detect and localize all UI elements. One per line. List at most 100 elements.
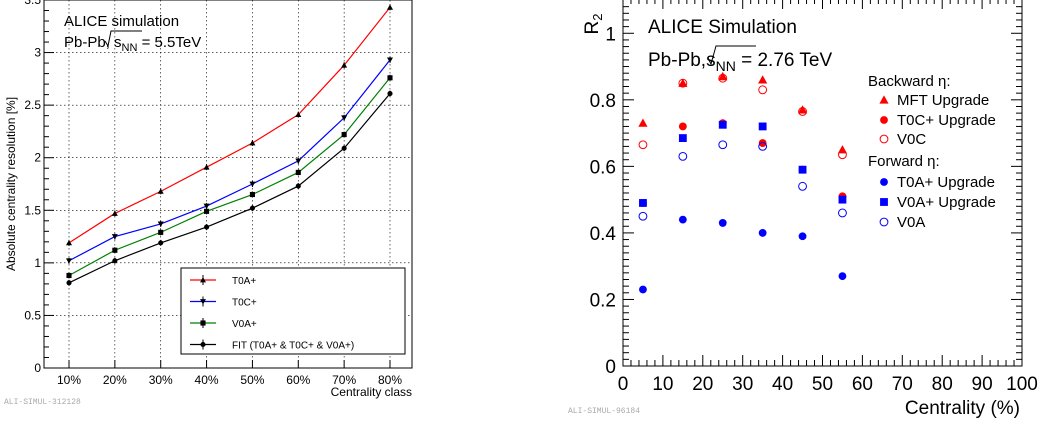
left-subtitle-sqrt-symbol: s — [114, 34, 122, 51]
right-data-point — [797, 105, 808, 114]
right-data-point — [758, 139, 767, 147]
right-data-point — [639, 199, 647, 207]
right-legend-marker — [880, 178, 888, 186]
left-data-point — [249, 205, 255, 211]
right-legend-label: T0C+ Upgrade — [897, 112, 996, 129]
right-data-point — [678, 78, 688, 87]
left-y-tick-label: 0 — [34, 361, 41, 375]
right-data-point — [678, 134, 687, 142]
right-y-tick-label: 0 — [605, 357, 616, 378]
right-data-point — [838, 208, 847, 218]
right-x-tick-label: 30 — [732, 374, 753, 395]
left-legend-label: FIT (T0A+ & T0C+ & V0A+) — [232, 341, 354, 352]
left-plot-frame — [43, 0, 413, 369]
right-data-point — [758, 228, 767, 237]
left-data-point — [66, 239, 72, 246]
left-data-point — [341, 62, 348, 68]
right-data-point — [678, 78, 688, 88]
left-series-line — [68, 77, 391, 276]
left-data-point — [112, 258, 118, 264]
right-data-point — [718, 120, 727, 129]
right-y-tick-label: 0.8 — [590, 91, 616, 112]
left-data-point — [295, 158, 302, 164]
left-data-point — [111, 234, 118, 240]
left-data-point — [66, 280, 72, 286]
left-y-tick-label: 0.5 — [24, 308, 41, 322]
right-data-point — [758, 141, 768, 151]
right-data-point — [718, 219, 727, 227]
right-data-point — [718, 73, 728, 83]
left-legend-marker — [200, 299, 206, 305]
left-data-point — [387, 57, 393, 63]
right-y-axis-label-main: R — [582, 21, 603, 35]
left-data-point — [387, 75, 393, 81]
left-data-point — [204, 208, 210, 214]
right-subtitle-prefix: Pb-Pb, — [648, 50, 706, 71]
right-y-tick-label: 0.6 — [590, 157, 616, 178]
left-y-tick-label: 2.5 — [24, 98, 41, 112]
left-y-tick-label: 1 — [34, 256, 41, 270]
right-data-point — [638, 211, 648, 221]
right-x-tick-label: 70 — [892, 374, 913, 395]
left-data-point — [158, 240, 164, 246]
right-x-tick-label: 0 — [618, 374, 629, 395]
left-legend-marker — [200, 277, 206, 283]
right-legend-label: MFT Upgrade — [897, 92, 989, 109]
right-legend-label: V0A+ Upgrade — [897, 194, 996, 211]
right-chart: 0 10 20 30 40 50 60 70 80 90 100 0 0.2 0.4 0.6 0.8 1 ALIC… — [568, 0, 1038, 419]
right-y-axis-label-sub: 2 — [590, 14, 605, 21]
right-chart-title: ALICE Simulation — [648, 17, 797, 38]
left-data-point — [341, 145, 347, 151]
left-x-tick-label: 30% — [149, 373, 173, 387]
right-y-tick-label: 0.2 — [590, 290, 616, 311]
right-legend-marker — [879, 134, 889, 144]
left-data-point — [157, 188, 164, 194]
right-legend-marker — [879, 95, 889, 104]
left-data-point — [249, 139, 256, 146]
left-y-axis-label: Absolute centrality resolution [%] — [4, 97, 18, 271]
left-chart-title: ALICE simulation — [64, 13, 179, 30]
left-data-point — [341, 115, 348, 121]
right-data-point — [638, 140, 648, 150]
left-x-tick-label: 10% — [57, 373, 81, 387]
right-data-point — [758, 85, 768, 95]
left-series-line — [68, 93, 391, 284]
left-legend-label: V0A+ — [232, 319, 257, 330]
right-x-tick-label: 40 — [772, 374, 793, 395]
right-x-tick-label: 100 — [1006, 374, 1038, 395]
right-data-point — [798, 181, 807, 191]
right-data-point — [838, 150, 847, 160]
right-x-tick-label: 80 — [932, 374, 953, 395]
left-legend-marker — [200, 320, 206, 326]
right-x-axis-label: Centrality (%) — [905, 398, 1020, 419]
right-legend-marker — [880, 198, 888, 206]
left-y-tick-label: 1.5 — [24, 203, 41, 217]
right-data-point — [838, 195, 847, 204]
left-x-tick-label: 40% — [195, 373, 219, 387]
left-x-tick-label: 80% — [378, 373, 402, 387]
left-y-tick-label: 2 — [34, 151, 41, 165]
right-legend-label: V0C — [897, 131, 926, 148]
right-legend-heading-forward: Forward η: — [868, 153, 940, 170]
right-y-tick-label: 0.4 — [590, 224, 617, 245]
left-y-tick-label: 3.5 — [24, 0, 41, 7]
right-sqrt-sign — [707, 45, 756, 66]
right-data-point — [639, 285, 647, 294]
right-x-tick-label: 10 — [652, 374, 673, 395]
right-data-point — [758, 122, 767, 131]
right-data-point — [718, 140, 728, 150]
right-x-tick-label: 50 — [812, 374, 833, 395]
left-data-point — [111, 210, 118, 216]
right-x-tick-label: 60 — [852, 374, 873, 395]
left-data-point — [157, 221, 164, 227]
right-data-point — [798, 107, 807, 116]
right-legend-label: V0A — [897, 214, 925, 231]
left-y-tick-label: 3 — [34, 46, 41, 60]
right-legend-marker — [879, 217, 889, 227]
left-series-line — [68, 6, 391, 244]
left-subtitle-sub: NN — [122, 42, 138, 54]
left-data-point — [295, 111, 302, 118]
right-data-point — [678, 151, 688, 161]
left-data-point — [158, 229, 164, 235]
